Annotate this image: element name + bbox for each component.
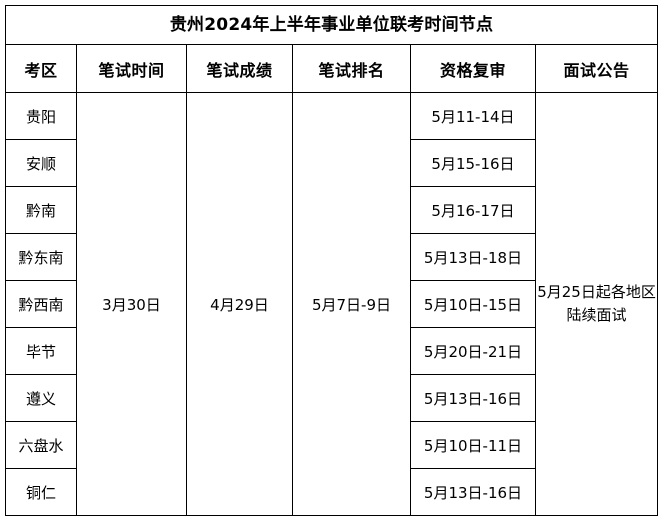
table-header-row: 考区 笔试时间 笔试成绩 笔试排名 资格复审 面试公告 bbox=[5, 44, 659, 93]
cell-review-date: 5月13日-16日 bbox=[410, 374, 536, 422]
table-title-row: 贵州2024年上半年事业单位联考时间节点 bbox=[4, 5, 659, 45]
column-header-area: 考区 bbox=[5, 44, 77, 93]
cell-area: 黔东南 bbox=[5, 233, 77, 281]
cell-review-date: 5月16-17日 bbox=[410, 186, 536, 234]
cell-review-date: 5月20日-21日 bbox=[410, 327, 536, 375]
table-row: 贵阳 3月30日 4月29日 5月7日-9日 5月11-14日 5月25日起各地… bbox=[5, 92, 659, 516]
cell-review-date: 5月11-14日 bbox=[410, 92, 536, 140]
cell-area: 六盘水 bbox=[5, 421, 77, 469]
cell-interview-notice-merged: 5月25日起各地区陆续面试 bbox=[534, 92, 659, 516]
cell-review-date: 5月10日-11日 bbox=[410, 421, 536, 469]
cell-area: 遵义 bbox=[5, 374, 77, 422]
cell-area: 铜仁 bbox=[5, 468, 77, 516]
cell-review-date: 5月15-16日 bbox=[410, 139, 536, 187]
table-row: 六盘水 5月10日-11日 bbox=[5, 421, 658, 469]
cell-area: 黔西南 bbox=[5, 280, 77, 328]
table-row: 遵义 5月13日-16日 bbox=[5, 374, 658, 422]
cell-score-date-merged: 4月29日 bbox=[186, 92, 293, 516]
cell-area: 黔南 bbox=[5, 186, 77, 234]
column-header-exam-date: 笔试时间 bbox=[76, 44, 187, 93]
column-header-review-date: 资格复审 bbox=[410, 44, 536, 93]
cell-review-date: 5月10日-15日 bbox=[410, 280, 536, 328]
table-row: 黔东南 5月13日-18日 bbox=[5, 233, 658, 281]
cell-review-date: 5月13日-16日 bbox=[410, 468, 536, 516]
cell-rank-date-merged: 5月7日-9日 bbox=[292, 92, 411, 516]
table-row: 黔西南 5月10日-15日 bbox=[5, 280, 658, 328]
table-title: 贵州2024年上半年事业单位联考时间节点 bbox=[4, 5, 659, 45]
column-header-score-date: 笔试成绩 bbox=[186, 44, 293, 93]
cell-review-date: 5月13日-18日 bbox=[410, 233, 536, 281]
column-header-interview-notice: 面试公告 bbox=[534, 44, 659, 93]
cell-exam-date-merged: 3月30日 bbox=[76, 92, 187, 516]
cell-area: 贵阳 bbox=[5, 92, 77, 140]
table-row: 黔南 5月16-17日 bbox=[5, 186, 658, 234]
column-header-rank-date: 笔试排名 bbox=[292, 44, 411, 93]
table-row: 毕节 5月20日-21日 bbox=[5, 327, 658, 375]
table-row: 安顺 5月15-16日 bbox=[5, 139, 658, 187]
cell-area: 安顺 bbox=[5, 139, 77, 187]
exam-schedule-table: 贵州2024年上半年事业单位联考时间节点 考区 笔试时间 笔试成绩 笔试排名 资… bbox=[4, 5, 659, 516]
cell-area: 毕节 bbox=[5, 327, 77, 375]
